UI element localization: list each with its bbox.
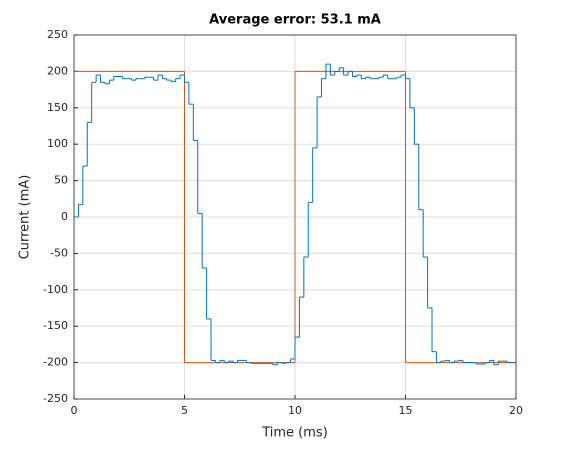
x-tick-label: 0 xyxy=(71,404,78,417)
x-tick-label: 5 xyxy=(181,404,188,417)
y-tick-label: 200 xyxy=(47,64,68,77)
y-tick-label: 50 xyxy=(54,174,68,187)
x-tick-label: 10 xyxy=(288,404,302,417)
y-tick-label: -100 xyxy=(43,283,68,296)
y-tick-label: 0 xyxy=(61,210,68,223)
y-tick-label: -50 xyxy=(50,246,68,259)
y-axis-label: Current (mA) xyxy=(18,175,33,260)
y-tick-label: -250 xyxy=(43,392,68,405)
y-tick-label: 250 xyxy=(47,28,68,41)
x-tick-label: 15 xyxy=(399,404,413,417)
x-tick-label: 20 xyxy=(509,404,523,417)
y-tick-label: 100 xyxy=(47,137,68,150)
y-tick-label: 150 xyxy=(47,101,68,114)
chart-title: Average error: 53.1 mA xyxy=(209,13,381,28)
x-axis-label: Time (ms) xyxy=(261,426,328,441)
axes-box xyxy=(73,34,517,400)
y-tick-label: -150 xyxy=(43,319,68,332)
y-tick-label: -200 xyxy=(43,356,68,369)
